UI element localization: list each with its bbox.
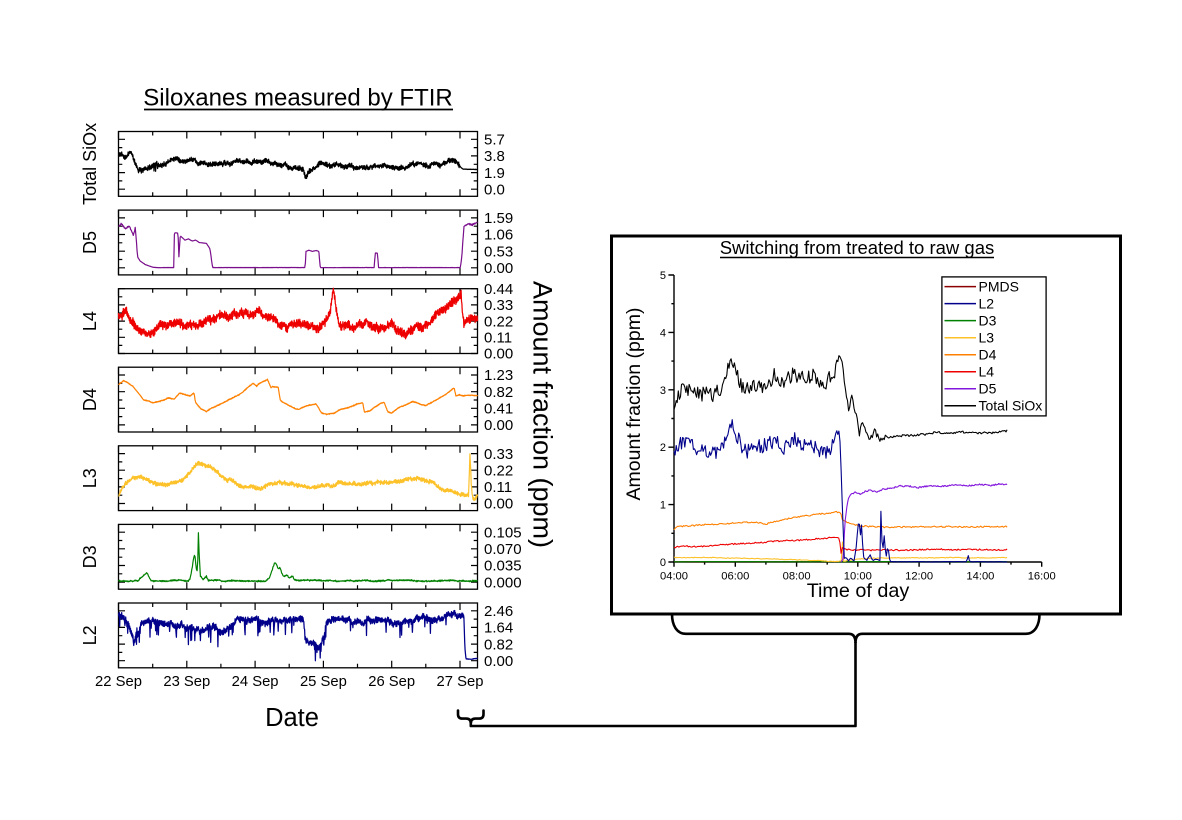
- svg-text:0.82: 0.82: [484, 384, 513, 401]
- svg-text:1.06: 1.06: [484, 227, 513, 244]
- svg-text:10:00: 10:00: [844, 571, 872, 583]
- svg-text:1: 1: [660, 500, 666, 512]
- svg-text:Total SiOx: Total SiOx: [80, 123, 100, 205]
- svg-text:Total SiOx: Total SiOx: [979, 398, 1043, 414]
- svg-text:D5: D5: [979, 381, 997, 397]
- svg-text:0.33: 0.33: [484, 297, 513, 314]
- svg-text:L4: L4: [80, 311, 100, 331]
- svg-text:0.000: 0.000: [484, 574, 522, 591]
- svg-text:1.64: 1.64: [484, 620, 513, 637]
- svg-text:0.105: 0.105: [484, 524, 522, 541]
- svg-text:5.7: 5.7: [484, 132, 505, 149]
- svg-text:0: 0: [660, 557, 666, 569]
- svg-text:0.035: 0.035: [484, 558, 522, 575]
- svg-text:0.53: 0.53: [484, 243, 513, 260]
- svg-text:0.00: 0.00: [484, 417, 513, 434]
- svg-text:0.070: 0.070: [484, 541, 522, 558]
- svg-text:D3: D3: [979, 312, 997, 328]
- svg-text:2: 2: [660, 442, 666, 454]
- svg-text:0.44: 0.44: [484, 281, 513, 298]
- svg-text:04:00: 04:00: [660, 571, 688, 583]
- svg-text:Time of day: Time of day: [807, 580, 910, 602]
- svg-text:L2: L2: [80, 625, 100, 645]
- svg-text:12:00: 12:00: [905, 571, 933, 583]
- svg-text:PMDS: PMDS: [979, 278, 1019, 294]
- svg-text:0.00: 0.00: [484, 653, 513, 670]
- svg-text:D4: D4: [80, 388, 100, 411]
- svg-text:0.00: 0.00: [484, 346, 513, 363]
- svg-text:26 Sep: 26 Sep: [368, 674, 415, 690]
- svg-text:0.33: 0.33: [484, 446, 513, 463]
- svg-text:D5: D5: [80, 231, 100, 254]
- svg-text:3: 3: [660, 385, 666, 397]
- svg-text:0.00: 0.00: [484, 260, 513, 277]
- svg-text:L4: L4: [979, 364, 995, 380]
- svg-text:0.22: 0.22: [484, 462, 513, 479]
- svg-text:14:00: 14:00: [966, 571, 994, 583]
- svg-text:4: 4: [660, 327, 666, 339]
- svg-text:23 Sep: 23 Sep: [163, 674, 210, 690]
- svg-text:0.0: 0.0: [484, 181, 505, 198]
- svg-text:3.8: 3.8: [484, 148, 505, 165]
- svg-text:L3: L3: [979, 330, 995, 346]
- svg-text:22 Sep: 22 Sep: [95, 674, 142, 690]
- svg-text:5: 5: [660, 270, 666, 282]
- svg-text:1.59: 1.59: [484, 210, 513, 227]
- svg-text:0.11: 0.11: [484, 479, 512, 496]
- svg-text:Amount fraction (ppm): Amount fraction (ppm): [623, 308, 645, 501]
- svg-text:24 Sep: 24 Sep: [232, 674, 279, 690]
- svg-text:1.9: 1.9: [484, 165, 505, 182]
- svg-text:L2: L2: [979, 295, 995, 311]
- svg-text:L3: L3: [80, 468, 100, 488]
- svg-text:16:00: 16:00: [1028, 571, 1056, 583]
- svg-text:0.00: 0.00: [484, 496, 513, 513]
- svg-text:2.46: 2.46: [484, 603, 513, 620]
- svg-text:08:00: 08:00: [783, 571, 811, 583]
- svg-text:Siloxanes measured by FTIR: Siloxanes measured by FTIR: [143, 85, 452, 112]
- svg-text:Switching from treated to raw: Switching from treated to raw gas: [720, 237, 995, 258]
- svg-text:25 Sep: 25 Sep: [300, 674, 347, 690]
- svg-text:0.22: 0.22: [484, 313, 513, 330]
- svg-text:Amount fraction (ppm): Amount fraction (ppm): [528, 281, 558, 548]
- svg-text:27 Sep: 27 Sep: [437, 674, 484, 690]
- svg-text:D4: D4: [979, 347, 997, 363]
- svg-text:1.23: 1.23: [484, 367, 513, 384]
- svg-text:0.82: 0.82: [484, 636, 513, 653]
- svg-text:0.41: 0.41: [484, 401, 513, 418]
- svg-text:D3: D3: [80, 545, 100, 568]
- svg-text:06:00: 06:00: [721, 571, 749, 583]
- svg-text:0.11: 0.11: [484, 330, 512, 347]
- svg-text:Date: Date: [265, 704, 319, 732]
